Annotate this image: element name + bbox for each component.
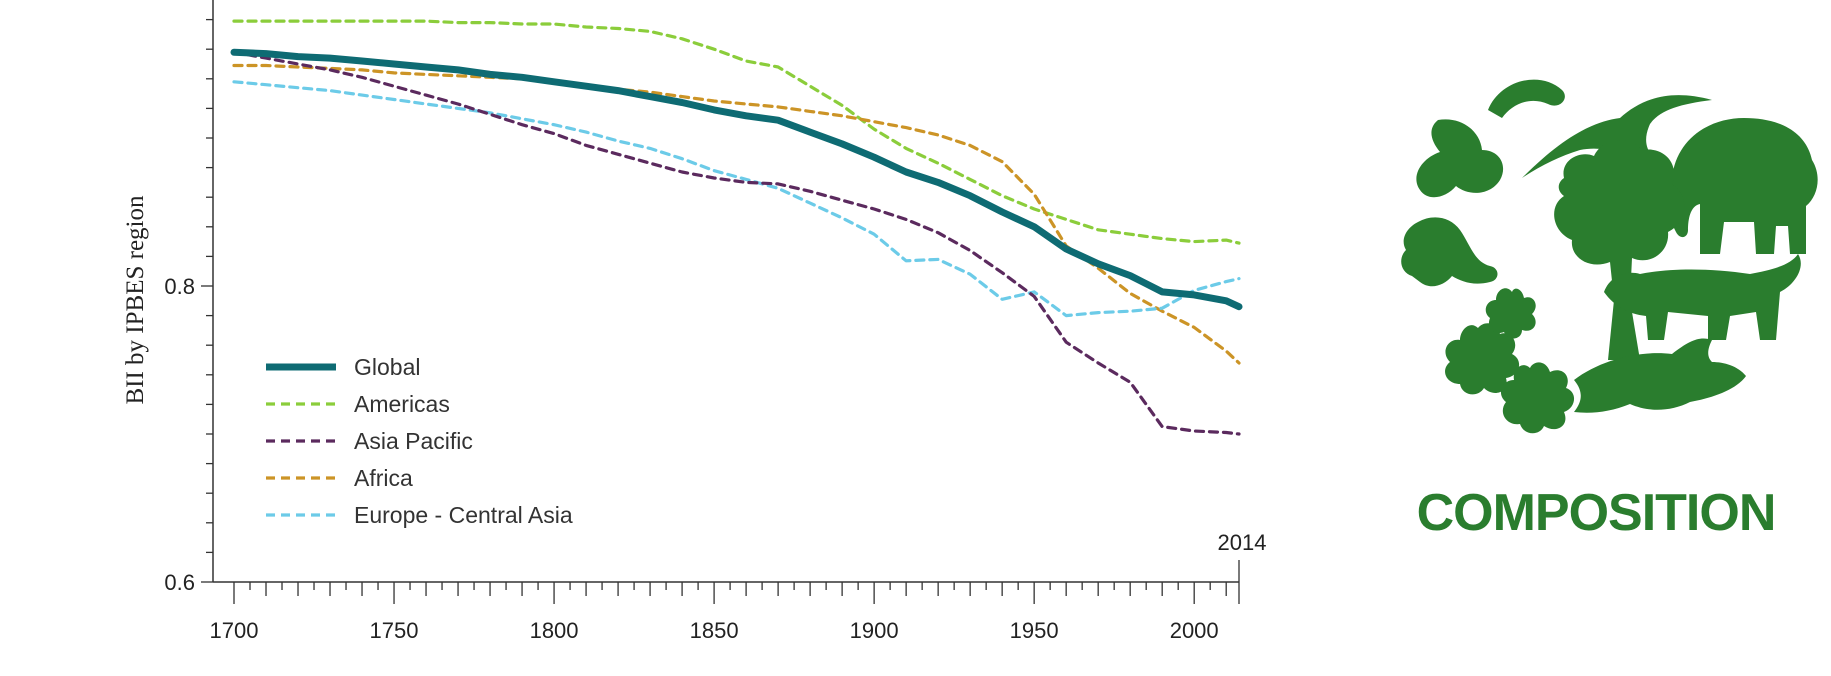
x-tick-label: 2000 — [1170, 618, 1219, 643]
x-tick-label: 1850 — [690, 618, 739, 643]
composition-label: COMPOSITION — [1417, 484, 1776, 542]
leaf-plant-icon — [1445, 323, 1520, 395]
series-line-americas — [232, 19, 1241, 245]
bee-icon — [1416, 119, 1504, 198]
legend-label: Americas — [354, 391, 450, 417]
bird-icon — [1522, 95, 1712, 178]
legend: Global Americas Asia Pacific Africa Europe -… — [266, 354, 573, 528]
shrimp-icon — [1488, 79, 1565, 118]
legend-label: Asia Pacific — [354, 428, 473, 454]
x-tick-label: 1750 — [370, 618, 419, 643]
legend-label: Global — [354, 354, 420, 380]
frog-icon — [1401, 217, 1498, 287]
series-line-asia-pacific — [232, 50, 1241, 436]
x-tick-label: 1800 — [530, 618, 579, 643]
tree-icon — [1554, 139, 1685, 360]
series-line-africa — [232, 63, 1241, 365]
y-axis-title: BII by IPBES region — [122, 195, 149, 405]
series-line-europe-central-asia — [232, 80, 1241, 318]
axes: 0.6 0.8 1700 1750 1800 1850 1900 1950 2000 2014 — [164, 0, 1266, 643]
leaf-plant-icon — [1500, 362, 1575, 434]
biodiversity-silhouettes-icon — [1401, 79, 1818, 434]
legend-label: Europe - Central Asia — [354, 502, 573, 528]
leaf-plant-icon — [1485, 288, 1536, 339]
x-tick-label: 1700 — [210, 618, 259, 643]
x-tick-label: 1950 — [1010, 618, 1059, 643]
legend-label: Africa — [354, 465, 413, 491]
x-tick-label: 1900 — [850, 618, 899, 643]
series-layer — [230, 19, 1243, 436]
series-line-global — [230, 48, 1243, 311]
y-tick-label: 0.6 — [164, 570, 195, 595]
tiger-icon — [1604, 254, 1801, 340]
fish-icon — [1574, 338, 1746, 413]
elephant-icon — [1669, 118, 1818, 254]
end-marker-label: 2014 — [1218, 530, 1267, 555]
y-tick-label: 0.8 — [164, 274, 195, 299]
